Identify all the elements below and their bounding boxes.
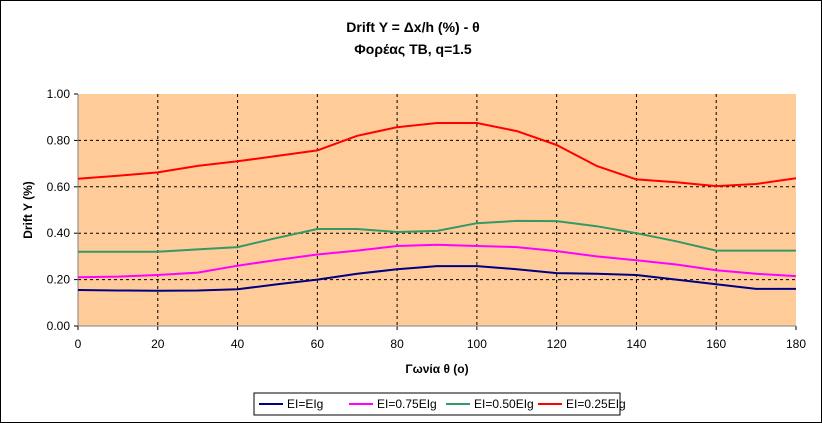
x-tick-label: 140 — [626, 337, 646, 351]
x-tick-label: 180 — [786, 337, 806, 351]
y-tick-label: 0.00 — [47, 319, 71, 333]
y-tick-label: 0.20 — [47, 273, 71, 287]
x-tick-label: 100 — [467, 337, 487, 351]
x-tick-label: 20 — [151, 337, 165, 351]
series-line — [77, 122, 797, 188]
x-tick-label: 0 — [75, 337, 82, 351]
y-tick-label: 0.80 — [47, 133, 71, 147]
legend-label: EI=EIg — [287, 397, 323, 411]
grid-layer — [78, 94, 796, 326]
series-line — [77, 243, 797, 279]
series-line — [78, 219, 796, 253]
x-tick-label: 120 — [547, 337, 567, 351]
y-axis-label: Drift Y (%) — [21, 181, 35, 239]
legend-label: EI=0.50EIg — [474, 397, 534, 411]
tick-labels-layer: 0 20 40 60 80 100 120 140 160 180 0.00 0.20 0.40 0.60… — [47, 87, 807, 351]
y-tick-label: 0.40 — [47, 226, 71, 240]
y-tick-label: 0.60 — [47, 180, 71, 194]
plot-area — [78, 94, 796, 326]
legend: EI=EIg EI=0.75EIg EI=0.50EIg EI=0.25EIg — [253, 392, 626, 416]
x-tick-label: 40 — [231, 337, 245, 351]
x-axis-label: Γωνία θ (ο) — [405, 362, 468, 376]
chart-subtitle: Φορέας ΤΒ, q=1.5 — [354, 41, 472, 57]
legend-items: EI=EIg EI=0.75EIg EI=0.50EIg EI=0.25EIg — [259, 397, 626, 411]
x-tick-label: 160 — [706, 337, 726, 351]
series-layer — [77, 122, 797, 292]
legend-label: EI=0.75EIg — [377, 397, 437, 411]
legend-label: EI=0.25EIg — [566, 397, 626, 411]
x-tick-label: 80 — [390, 337, 404, 351]
chart-title: Drift Y = Δx/h (%) - θ — [346, 19, 479, 35]
y-tick-label: 1.00 — [47, 87, 71, 101]
x-tick-label: 60 — [311, 337, 325, 351]
legend-box — [253, 392, 621, 416]
series-line — [77, 265, 796, 292]
axes-layer — [74, 93, 797, 330]
